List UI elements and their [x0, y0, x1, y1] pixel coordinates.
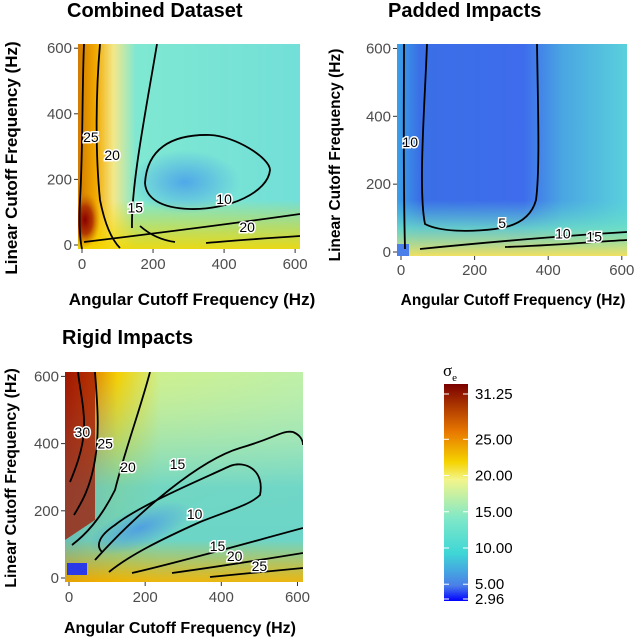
y-tick-label: 200	[34, 503, 59, 520]
x-axis-label: Angular Cutoff Frequency (Hz)	[69, 290, 316, 309]
contour-label: 25	[83, 129, 99, 145]
y-tick-label: 200	[47, 171, 72, 188]
contour-label: 20	[120, 459, 136, 475]
x-tick-label: 400	[209, 589, 234, 606]
y-tick-label: 0	[383, 244, 391, 261]
x-tick-label: 0	[78, 256, 86, 273]
x-tick-label: 200	[462, 262, 487, 279]
panel-title: Rigid Impacts	[62, 327, 193, 349]
y-axis: 0 200 400 600	[366, 40, 397, 261]
x-axis-label: Angular Cutoff Frequency (Hz)	[64, 620, 296, 637]
contour-label: 10	[555, 225, 571, 241]
x-tick-label: 0	[65, 589, 73, 606]
y-tick-label: 400	[47, 106, 72, 123]
y-axis-label: Linear Cutoff Frequency (Hz)	[327, 49, 344, 262]
x-tick-label: 0	[397, 262, 405, 279]
contour-label: 20	[104, 147, 120, 163]
contour-label: 10	[216, 191, 232, 207]
y-tick-label: 600	[366, 40, 391, 57]
contour-label: 15	[586, 229, 602, 245]
x-tick-label: 400	[212, 256, 237, 273]
contour-label: 5	[498, 215, 506, 231]
contour-label: 20	[227, 548, 243, 564]
figure: Combined Dataset 2520151020 0 200 400 600 0…	[0, 0, 644, 639]
panel-combined: Combined Dataset 25 20 15 10 20 0 200 400 600 0…	[2, 0, 315, 309]
y-tick-label: 400	[366, 108, 391, 125]
x-tick-label: 200	[133, 589, 158, 606]
x-axis: 0 200 400 600	[397, 256, 634, 279]
legend-tick-label: 10.00	[475, 540, 513, 557]
legend-title-symbol: σ	[443, 361, 452, 380]
contour-label: 10	[187, 506, 203, 522]
legend-tick-label: 25.00	[475, 431, 513, 448]
legend-title-subscript: e	[452, 372, 457, 384]
y-axis-label: Linear Cutoff Frequency (Hz)	[2, 41, 21, 274]
legend-title: σe	[443, 361, 457, 384]
panel-padded: Padded Impacts 10 5 10 15 0 200 400 600 0 200 40…	[327, 0, 634, 309]
x-axis-label: Angular Cutoff Frequency (Hz)	[401, 292, 626, 309]
x-tick-label: 600	[609, 262, 634, 279]
y-tick-label: 600	[34, 368, 59, 385]
legend-tick-label: 20.00	[475, 468, 513, 485]
contour-label: 15	[127, 199, 143, 215]
contour-label: 25	[252, 558, 268, 574]
y-tick-label: 0	[64, 237, 72, 254]
contour-label: 30	[75, 424, 91, 440]
y-axis: 0 200 400 600	[47, 40, 78, 254]
legend-tick-label: 15.00	[475, 504, 513, 521]
y-axis-label: Linear Cutoff Frequency (Hz)	[3, 368, 20, 588]
contour-label: 15	[170, 456, 186, 472]
legend-tick-label: 31.25	[475, 386, 513, 403]
y-tick-label: 0	[51, 570, 59, 587]
y-tick-label: 600	[47, 40, 72, 57]
contour-label: 25	[97, 436, 113, 452]
x-tick-label: 600	[285, 589, 310, 606]
legend-tick-label: 2.96	[475, 591, 504, 608]
x-axis: 0 200 400 600	[65, 582, 310, 606]
panel-title: Padded Impacts	[388, 0, 541, 22]
y-tick-label: 200	[366, 176, 391, 193]
legend-colorbar	[444, 384, 468, 601]
y-tick-label: 400	[34, 436, 59, 453]
contour-label: 10	[402, 134, 418, 150]
x-tick-label: 600	[283, 256, 308, 273]
contour-label: 20	[239, 219, 255, 235]
x-tick-label: 400	[536, 262, 561, 279]
panel-title: Combined Dataset	[67, 0, 243, 22]
x-axis: 0 200 400 600	[78, 249, 308, 273]
contour-label: 15	[210, 538, 226, 554]
x-tick-label: 200	[141, 256, 166, 273]
y-axis: 0 200 400 600	[34, 368, 65, 587]
